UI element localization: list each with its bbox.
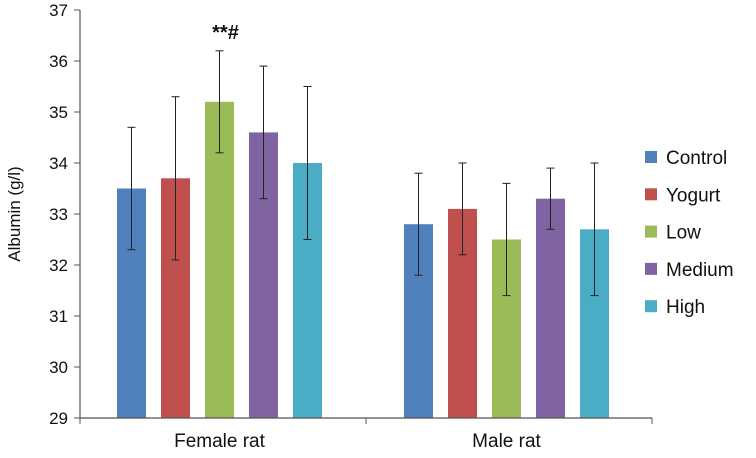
- y-tick-label: 32: [49, 256, 68, 275]
- y-axis: 29 30 31 32 33 34 35 36 37: [49, 1, 81, 428]
- y-tick-label: 31: [49, 307, 68, 326]
- legend-label: Control: [666, 148, 727, 169]
- y-tick-label: 35: [49, 103, 68, 122]
- significance-annotation: **#: [212, 22, 239, 44]
- bar-low: [205, 101, 234, 419]
- y-tick-label: 33: [49, 205, 68, 224]
- legend-swatch: [645, 225, 657, 238]
- legend-label: High: [666, 297, 705, 318]
- bar-medium: [536, 198, 565, 418]
- y-tick-label: 34: [49, 154, 68, 173]
- legend-label: Yogurt: [666, 185, 721, 206]
- y-tick-label: 29: [49, 409, 68, 428]
- legend-label: Low: [666, 223, 701, 244]
- y-tick-label: 36: [49, 52, 68, 71]
- legend-swatch: [645, 262, 657, 275]
- y-axis-label: Albumin (g/l): [5, 166, 24, 261]
- legend: Control Yogurt Low Medium High: [645, 148, 734, 318]
- legend-swatch: [645, 300, 657, 313]
- legend-swatch: [645, 188, 657, 201]
- x-tick-label: Male rat: [472, 431, 541, 452]
- legend-swatch: [645, 151, 657, 163]
- x-tick-label: Female rat: [174, 431, 266, 452]
- bars: **#: [117, 22, 609, 419]
- legend-label: Medium: [666, 260, 734, 281]
- y-tick-label: 37: [49, 1, 68, 20]
- x-axis: Female rat Male rat: [79, 417, 653, 452]
- y-tick-label: 30: [49, 358, 68, 377]
